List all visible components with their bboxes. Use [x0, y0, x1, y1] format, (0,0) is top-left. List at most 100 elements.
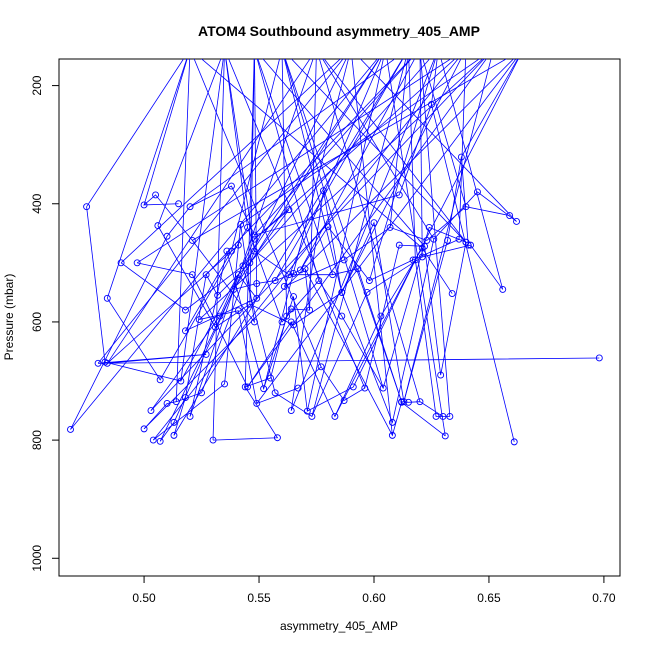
- data-point: [290, 270, 297, 277]
- data-point: [306, 306, 314, 314]
- series-line-segment: [458, 59, 466, 240]
- data-point: [147, 407, 155, 415]
- series-line-segment: [193, 59, 322, 367]
- data-point: [133, 259, 141, 267]
- data-point: [432, 413, 440, 420]
- series-line-segment: [420, 59, 451, 417]
- series-line-segment: [254, 59, 258, 299]
- data-point: [244, 383, 251, 391]
- data-point: [474, 188, 481, 196]
- data-point: [278, 318, 286, 326]
- y-axis: 200 400 600 800 1000: [30, 75, 60, 572]
- data-point: [388, 418, 396, 426]
- series-line-segment: [152, 59, 459, 441]
- data-point: [290, 321, 297, 329]
- data-point: [170, 418, 178, 426]
- series-line-segment: [86, 59, 184, 207]
- data-point: [175, 200, 183, 208]
- data-point: [308, 413, 316, 420]
- data-point: [428, 101, 435, 108]
- series-line-segment: [256, 59, 320, 281]
- series-line-segment: [290, 59, 467, 243]
- data-point: [117, 259, 125, 267]
- series-line-segment: [157, 59, 222, 226]
- series-line-segment: [322, 59, 435, 240]
- data-point: [301, 265, 309, 273]
- series-line: [213, 268, 446, 441]
- data-point: [506, 212, 514, 220]
- data-point: [152, 191, 160, 199]
- data-point: [338, 288, 346, 296]
- data-point: [324, 223, 332, 231]
- series-line: [284, 206, 510, 287]
- data-point: [186, 203, 194, 211]
- series-line-segment: [422, 59, 467, 207]
- data-point: [418, 244, 426, 252]
- data-point: [177, 377, 185, 385]
- data-point: [446, 413, 454, 420]
- data-point: [239, 262, 247, 270]
- series-line: [189, 250, 450, 417]
- series-line-segment: [440, 59, 504, 290]
- data-point: [209, 436, 217, 444]
- series-line-segment: [309, 59, 317, 311]
- series-line-segment: [143, 59, 188, 206]
- data-point: [338, 312, 346, 320]
- data-point: [444, 236, 452, 244]
- series-line-segment: [247, 59, 487, 388]
- series-line: [199, 242, 467, 405]
- data-point: [211, 323, 219, 331]
- data-point: [400, 398, 408, 406]
- data-point: [377, 312, 385, 320]
- series-line-segment: [198, 59, 484, 320]
- data-point: [234, 307, 242, 315]
- x-tick-label: 0.55: [247, 591, 271, 605]
- data-point: [223, 247, 231, 255]
- data-point: [94, 359, 102, 367]
- data-point: [361, 384, 369, 392]
- data-point: [290, 293, 297, 300]
- data-point: [423, 236, 431, 244]
- data-point: [340, 256, 348, 264]
- data-point: [280, 283, 288, 290]
- data-point: [595, 354, 603, 362]
- data-point: [510, 438, 518, 446]
- data-point: [294, 384, 302, 392]
- series-line: [86, 206, 600, 382]
- series-line-segment: [263, 59, 349, 389]
- data-point: [315, 277, 323, 285]
- data-point: [149, 436, 157, 444]
- data-point: [395, 191, 403, 199]
- data-point: [388, 431, 396, 439]
- x-tick-label: 0.50: [132, 591, 156, 605]
- data-point: [340, 397, 348, 404]
- series-line-segment: [212, 59, 225, 441]
- data-point: [237, 220, 245, 228]
- data-point: [156, 376, 164, 384]
- series-line: [157, 191, 517, 424]
- data-point: [416, 398, 424, 406]
- series-line-segment: [159, 59, 347, 442]
- series-line-segment: [249, 59, 431, 264]
- series-layer: [67, 59, 603, 446]
- data-point: [467, 241, 475, 249]
- data-point: [260, 385, 268, 393]
- data-point: [513, 218, 520, 225]
- data-point: [455, 235, 463, 243]
- x-tick-label: 0.65: [477, 591, 501, 605]
- data-point: [156, 437, 164, 445]
- data-point: [418, 253, 426, 261]
- data-point: [365, 277, 373, 285]
- x-tick-label: 0.70: [592, 591, 616, 605]
- data-point: [140, 425, 148, 433]
- data-point: [246, 300, 254, 308]
- data-point: [253, 400, 261, 407]
- series-line-segment: [225, 59, 255, 252]
- x-axis-label: asymmetry_405_AMP: [280, 619, 398, 633]
- series-line-segment: [228, 59, 366, 389]
- series-line-segment: [419, 59, 423, 257]
- data-point: [140, 201, 148, 209]
- data-point: [398, 398, 406, 406]
- y-tick-label: 600: [30, 312, 44, 332]
